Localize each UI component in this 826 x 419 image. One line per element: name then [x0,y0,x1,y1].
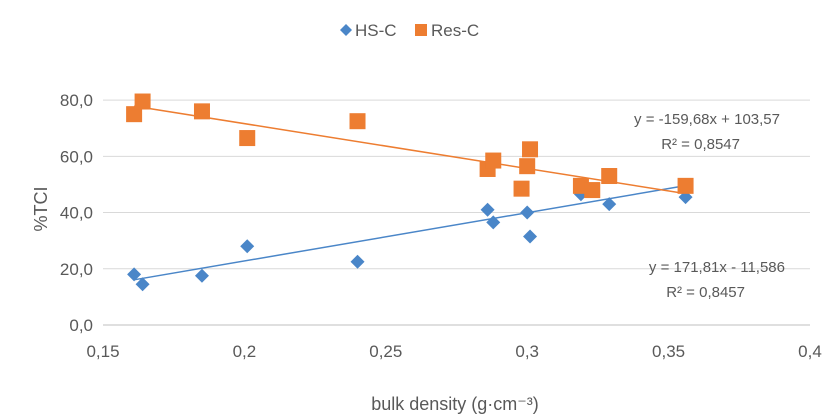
legend-marker-res-c [415,24,427,36]
data-point-res-c [485,152,502,169]
tick-labels: 0,0 20,0 40,0 60,0 80,0 0,15 0,2 0,25 0,3 0,35 0,4 [60,91,822,361]
data-point-hs-c [240,239,255,254]
data-point-res-c [349,113,366,130]
y-tick-label: 60,0 [60,147,93,166]
y-tick-label: 40,0 [60,204,93,223]
x-tick-label: 0,15 [86,342,119,361]
data-point-hs-c [523,229,538,244]
hs-c-trendline-r2: R² = 0,8457 [666,284,745,301]
data-point-res-c [134,93,151,110]
trendlines [133,105,686,281]
data-point-res-c [519,158,536,175]
trendline-res-c [133,105,686,195]
trendline-hs-c [133,184,686,281]
data-points [126,93,694,292]
data-point-hs-c [602,197,617,212]
x-tick-label: 0,2 [233,342,257,361]
data-point-res-c [513,180,530,197]
legend-item-hs-c: HS-C [340,21,397,40]
res-c-trendline-equation: y = -159,68x + 103,57 [634,111,780,128]
y-tick-label: 0,0 [69,316,93,335]
legend-label-res-c: Res-C [431,21,479,40]
y-axis-title: %TCI [31,187,51,232]
x-tick-label: 0,35 [652,342,685,361]
y-tick-label: 80,0 [60,91,93,110]
legend: HS-C Res-C [340,21,479,40]
data-point-hs-c [135,277,150,292]
data-point-res-c [601,168,618,185]
data-point-hs-c [480,202,495,217]
data-point-res-c [239,130,256,147]
y-tick-label: 20,0 [60,260,93,279]
gridlines [103,99,810,326]
data-point-hs-c [194,268,209,283]
legend-marker-hs-c [340,24,352,36]
x-tick-label: 0,4 [798,342,822,361]
hs-c-trendline-equation: y = 171,81x - 11,586 [649,259,785,276]
data-point-res-c [677,177,694,194]
data-point-hs-c [486,215,501,230]
legend-label-hs-c: HS-C [355,21,397,40]
data-point-hs-c [127,267,142,282]
x-tick-label: 0,25 [369,342,402,361]
data-point-res-c [584,182,601,199]
legend-item-res-c: Res-C [415,21,479,40]
data-point-res-c [193,103,210,120]
x-axis-title: bulk density (g·cm⁻³) [371,394,539,414]
res-c-trendline-r2: R² = 0,8547 [661,136,740,153]
data-point-res-c [126,106,143,123]
x-tick-label: 0,3 [515,342,539,361]
data-point-hs-c [350,254,365,269]
data-point-res-c [522,141,539,158]
data-point-hs-c [520,205,535,220]
